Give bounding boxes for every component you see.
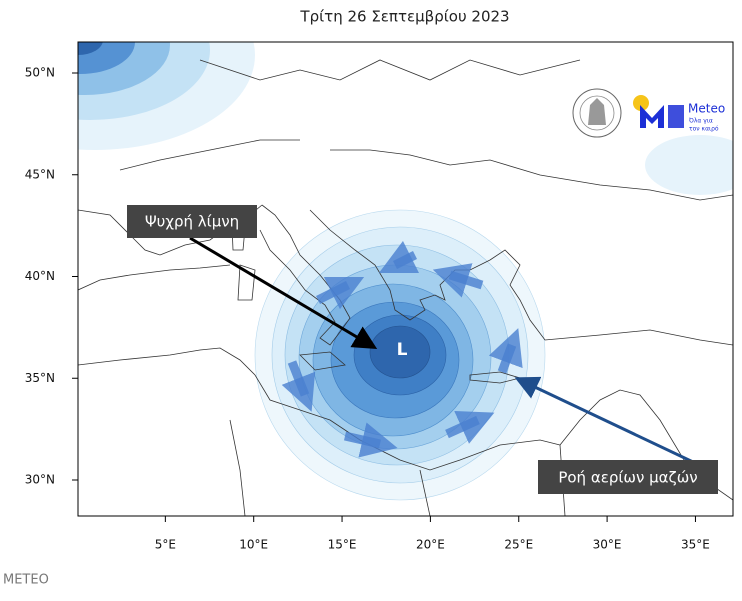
map-frame xyxy=(77,41,734,517)
flow-arrows xyxy=(281,240,523,458)
annotation: Ψυχρή λίμνη xyxy=(145,213,239,231)
annotation-box xyxy=(538,460,718,494)
annotation-box xyxy=(127,205,257,238)
lon-tick-label: 20°E xyxy=(416,538,445,552)
lat-tick-label: 30°N xyxy=(25,473,55,487)
university-seal xyxy=(572,88,622,138)
annotation: Ροή αερίων μαζών xyxy=(558,469,697,487)
logo-name: Meteo xyxy=(688,102,725,116)
lat-tick-label: 50°N xyxy=(25,66,55,80)
footer: METEO xyxy=(3,573,49,588)
lat-tick-label: 45°N xyxy=(25,167,55,181)
lon-tick-label: 30°E xyxy=(593,538,622,552)
north-west-contours xyxy=(78,42,255,150)
low-label: L xyxy=(397,340,408,360)
title: Τρίτη 26 Σεπτεμβρίου 2023 xyxy=(299,8,509,26)
pointer-arrow xyxy=(189,236,378,350)
east-contour xyxy=(645,135,733,195)
axis-ticks: 50°N 45°N 40°N 35°N 30°N 5°E 10°E 15°E 20°E 25°E 3… xyxy=(25,66,710,552)
logo-tagline: τον καιρό xyxy=(689,126,719,133)
lon-tick-label: 25°E xyxy=(504,538,533,552)
lon-tick-label: 10°E xyxy=(239,538,268,552)
lon-tick-label: 5°E xyxy=(155,538,176,552)
lat-tick-label: 40°N xyxy=(25,269,55,283)
logo-tagline: Όλα για xyxy=(688,118,713,125)
pointer-arrow xyxy=(514,376,711,472)
lon-tick-label: 35°E xyxy=(681,538,710,552)
lat-tick-label: 35°N xyxy=(25,371,55,385)
lon-tick-label: 15°E xyxy=(328,538,357,552)
meteo-logo: Meteo Όλα για τον καιρό xyxy=(633,95,725,133)
